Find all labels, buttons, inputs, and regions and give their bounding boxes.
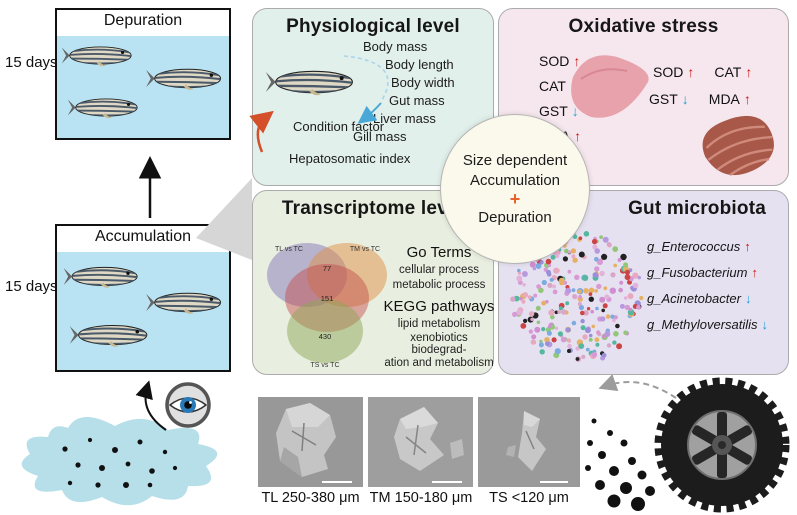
up-arrow-indicator: ↑ <box>687 64 695 80</box>
microbiota-title: Gut microbiota <box>628 198 766 219</box>
accumulation-water <box>57 252 229 370</box>
venn-diagram: TL vs TC TM vs TC TS vs TC 77 151 430 <box>267 243 387 369</box>
accumulation-duration: 15 days <box>5 278 58 295</box>
go-term-item: metabolic process <box>392 279 486 291</box>
tire-wear-particles <box>585 418 655 511</box>
condition-factor-label: Condition factor <box>293 119 385 134</box>
oxidative-title: Oxidative stress <box>568 16 719 37</box>
transcriptome-title: Transcriptome level <box>281 198 465 219</box>
venn-set2-label: TM vs TC <box>350 246 380 253</box>
hepatosomatic-index-label: Hepatosomatic index <box>289 151 411 166</box>
venn-count-bottom: 430 <box>319 332 332 341</box>
zebrafish-icon <box>145 64 225 93</box>
venn-set3-label: TS vs TC <box>310 362 339 369</box>
transcriptome-text-block: Go Terms cellular process metabolic proc… <box>383 237 495 369</box>
depuration-tank: Depuration <box>55 8 231 140</box>
sem-label-tm: TM 150-180 μm <box>369 490 473 506</box>
tire-illustration <box>585 377 790 513</box>
accumulation-tank: Accumulation <box>55 224 231 372</box>
plus-sign: + <box>509 189 521 209</box>
intestine-markers-row1: SOD ↑ CAT ↑ <box>653 64 752 80</box>
intestine-illustration <box>702 115 774 176</box>
zebrafish-icon <box>145 288 225 317</box>
venn-count-top: 77 <box>323 264 331 273</box>
wheel-spokes <box>692 412 752 478</box>
marker-gst-liver: GST ↓ <box>539 103 579 119</box>
liver-illustration <box>571 55 649 118</box>
panel-oxidative-stress: Oxidative stress SOD↑ CAT↑ GST↓ MDA↑ SOD… <box>498 8 789 186</box>
splash-particles <box>62 437 178 488</box>
sem-image-ts <box>478 397 580 487</box>
up-arrow-indicator: ↑ <box>751 265 758 280</box>
down-arrow-indicator: ↓ <box>761 317 769 332</box>
kegg-item: lipid metabolism <box>397 318 481 330</box>
sem-label-tl: TL 250-380 μm <box>261 490 360 506</box>
genus-acinetobacter: g_Acinetobacter ↓ <box>647 291 752 306</box>
depuration-label: Depuration <box>103 12 183 29</box>
microbiota-dot-cluster <box>510 230 644 362</box>
zebrafish-icon <box>61 42 135 69</box>
up-arrow-indicator: ↑ <box>573 53 581 69</box>
measure-gill-mass: Gill mass <box>353 129 407 144</box>
physiological-title: Physiological level <box>286 16 460 37</box>
center-summary-circle: Size dependent Accumulation + Depuration <box>440 114 590 264</box>
zebrafish-icon <box>67 94 141 121</box>
measure-body-width: Body width <box>391 75 455 90</box>
panel-transcriptome: Transcriptome level TL vs TC TM vs TC TS… <box>252 190 494 375</box>
marker-cat-gut: CAT ↑ <box>714 64 753 80</box>
go-terms-heading: Go Terms <box>406 244 472 261</box>
kegg-heading: KEGG pathways <box>383 298 495 315</box>
kegg-item: ation and metabolism <box>384 357 494 369</box>
genus-fusobacterium: g_Fusobacterium ↑ <box>647 265 758 280</box>
go-term-item: cellular process <box>399 264 479 276</box>
measure-body-mass: Body mass <box>363 39 428 54</box>
up-arrow-indicator: ↑ <box>743 91 751 107</box>
marker-mda-gut: MDA ↑ <box>708 91 751 107</box>
depuration-word: Depuration <box>478 209 552 226</box>
accumulation-word: Accumulation <box>469 172 561 189</box>
marker-gst-gut: GST ↓ <box>649 91 689 107</box>
intestine-markers-row2: GST ↓ MDA ↑ <box>649 91 751 107</box>
venn-count-mid: 151 <box>321 294 334 303</box>
size-dependent-label: Size dependent <box>462 152 568 169</box>
measure-gut-mass: Gut mass <box>389 93 445 108</box>
marker-sod-liver: SOD ↑ <box>539 53 581 69</box>
genus-enterococcus: g_Enterococcus ↑ <box>647 239 751 254</box>
down-arrow-indicator: ↓ <box>681 91 689 107</box>
depuration-duration: 15 days <box>5 54 58 71</box>
sem-image-tl <box>258 397 363 487</box>
measure-body-length: Body length <box>385 57 454 72</box>
sem-label-ts: TS <120 μm <box>489 490 569 506</box>
up-arrow-indicator: ↑ <box>574 128 582 144</box>
depuration-water <box>57 36 229 138</box>
measure-liver-mass: Liver mass <box>373 111 436 126</box>
accumulation-label: Accumulation <box>94 228 192 245</box>
down-arrow-indicator: ↓ <box>571 103 579 119</box>
down-arrow-indicator: ↓ <box>744 291 752 306</box>
sem-image-tm <box>368 397 473 487</box>
zebrafish-icon <box>63 262 141 291</box>
kegg-item: xenobiotics biodegrad- <box>410 332 468 356</box>
zebrafish-icon <box>69 320 151 350</box>
marker-sod-gut: SOD ↑ <box>653 64 695 80</box>
venn-set1-label: TL vs TC <box>275 246 303 253</box>
eye-magnifier-icon <box>165 382 211 428</box>
genus-methyloversatilis: g_Methyloversatilis ↓ <box>647 317 769 332</box>
zebrafish-icon <box>265 65 357 99</box>
up-arrow-indicator: ↑ <box>744 239 751 254</box>
water-splash <box>21 416 218 506</box>
up-arrow-indicator: ↑ <box>745 64 753 80</box>
